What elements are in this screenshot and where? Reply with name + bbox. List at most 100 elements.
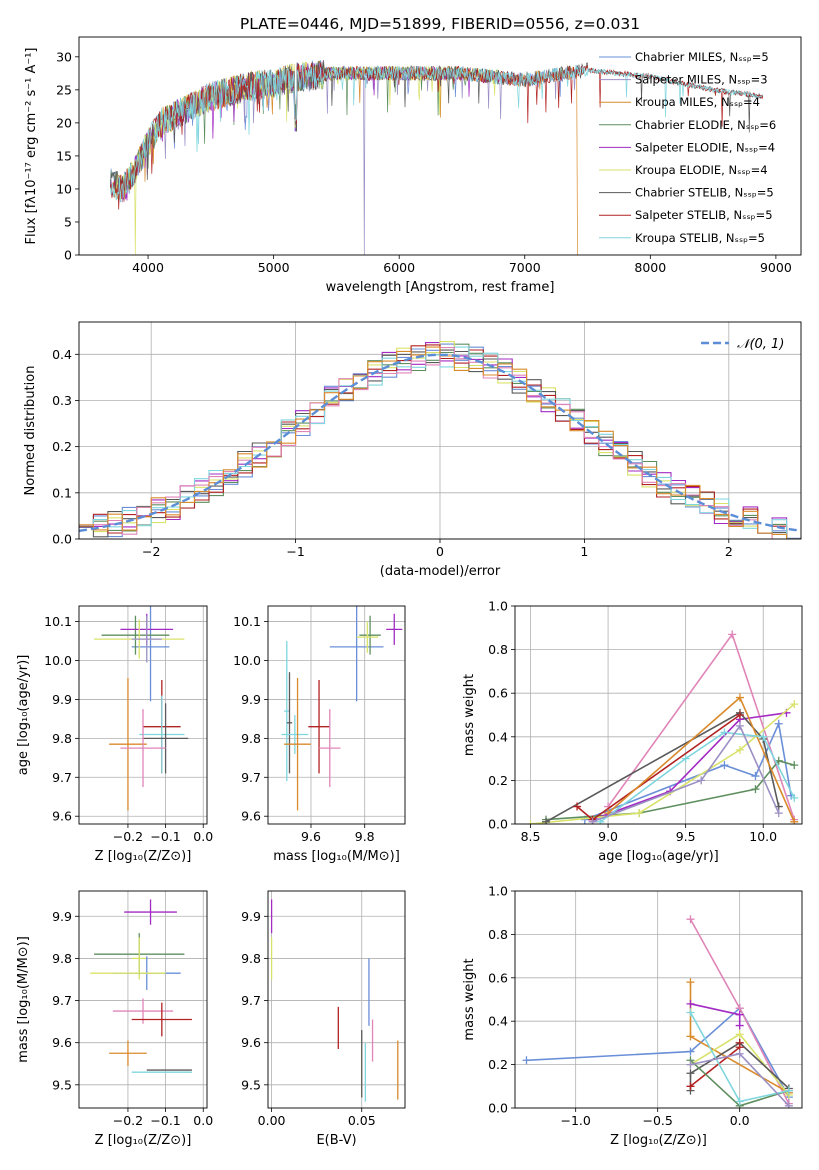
weight-point-marker (526, 820, 535, 824)
spectrum-ytick-label: 5 (64, 214, 72, 229)
mass-vs-EBV-xtick-label: 0.00 (258, 1113, 286, 1128)
weight-series-line (530, 703, 795, 824)
mass-vs-Z-ylabel: mass [log₁₀(M/M⊙)] (16, 936, 31, 1063)
weight-vs-age-plot-area (526, 630, 799, 824)
age-vs-Z-ytick-label: 9.7 (52, 770, 72, 785)
spectrum-ytick-label: 25 (56, 82, 72, 97)
weight-vs-Z-plot-area (522, 915, 793, 1108)
weight-point-marker (790, 700, 799, 709)
mass-vs-Z-ytick-label: 9.9 (52, 909, 72, 924)
residuals-ylabel: Normed distribution (23, 366, 38, 496)
legend-label: Kroupa ELODIE, Nₛₛₚ=4 (635, 163, 768, 177)
mass-vs-EBV-xtick-label: 0.05 (348, 1113, 376, 1128)
age-vs-Z-plot-area (94, 606, 189, 811)
weight-vs-age-xlabel: age [log₁₀(age/yr)] (598, 849, 719, 864)
weight-point-marker (720, 728, 729, 737)
legend-label: Salpeter STELIB, Nₛₛₚ=5 (635, 208, 773, 222)
residuals-xtick-label: 1 (580, 544, 588, 559)
spectrum-axes: 4000 5000 6000 7000 8000 9000 0 5 10 15 20 25 30 wave… (24, 36, 802, 295)
weight-vs-Z-xlabel: Z [log₁₀(Z/Z⊙)] (610, 1133, 707, 1148)
weight-point-marker (759, 732, 768, 741)
weight-vs-Z-ytick-label: 0.8 (488, 927, 508, 942)
residuals-ytick-label: 0.2 (52, 439, 72, 454)
residuals-ytick-label: 0.0 (52, 532, 72, 547)
spectrum-series-line (110, 60, 578, 200)
age-vs-Z-xtick-label: −0.2 (113, 829, 143, 844)
spectrum-xtick-label: 9000 (760, 260, 792, 275)
mass-vs-Z-plot-area (90, 899, 192, 1073)
weight-point-marker (774, 719, 783, 728)
legend-label: Chabrier STELIB, Nₛₛₚ=5 (635, 186, 774, 200)
weight-point-marker (735, 1038, 744, 1047)
age-vs-mass-xtick-label: 9.8 (355, 829, 375, 844)
weight-vs-age-ytick-label: 0.6 (488, 686, 508, 701)
weight-point-marker (735, 1097, 744, 1106)
weight-point-marker (790, 817, 799, 824)
residuals-plot-area (79, 341, 801, 539)
weight-vs-age-ytick-label: 0.4 (488, 729, 508, 744)
mass-vs-Z-ytick-label: 9.5 (52, 1077, 72, 1092)
mass-vs-Z-xtick-label: 0.0 (193, 1113, 213, 1128)
weight-series-line (592, 724, 780, 823)
weight-point-marker (681, 754, 690, 763)
weight-vs-Z-xtick-label: −1.0 (561, 1113, 591, 1128)
weight-point-marker (728, 630, 737, 639)
weight-point-marker (774, 809, 783, 818)
age-vs-mass-ytick-label: 9.8 (241, 731, 261, 746)
mass-vs-EBV-ytick-label: 9.5 (241, 1077, 261, 1092)
mass-vs-EBV-ytick-label: 9.8 (241, 951, 261, 966)
weight-point-marker (573, 802, 582, 811)
age-vs-Z-xtick-label: 0.0 (193, 829, 213, 844)
weight-vs-age-frame (514, 605, 803, 825)
charts-layer: 4000 5000 6000 7000 8000 9000051015202530wave… (16, 36, 803, 1148)
spectrum-ytick-label: 30 (56, 49, 72, 64)
weight-vs-Z-ytick-label: 0.2 (488, 1057, 508, 1072)
age-vs-Z-ytick-label: 9.9 (52, 692, 72, 707)
weight-point-marker (735, 745, 744, 754)
weight-point-marker (735, 1021, 744, 1030)
age-vs-Z-ytick-label: 9.8 (52, 731, 72, 746)
mass-vs-Z-frame (78, 890, 208, 1109)
weight-point-marker (686, 1008, 695, 1017)
weight-point-marker (522, 1056, 531, 1065)
mass-vs-Z-ytick-label: 9.7 (52, 993, 72, 1008)
spectrum-ylabel: Flux [fλ10⁻¹⁷ erg cm⁻² s⁻¹ A⁻¹] (24, 48, 39, 245)
residuals-xtick-label: 2 (725, 544, 733, 559)
mass-vs-EBV-ytick-label: 9.9 (241, 909, 261, 924)
mass-vs-Z-xtick-label: −0.2 (113, 1113, 143, 1128)
weight-vs-Z-ytick-label: 0.0 (488, 1101, 508, 1116)
spectrum-xlabel: wavelength [Angstrom, rest frame] (326, 280, 555, 295)
legend-label: Chabrier MILES, Nₛₛₚ=5 (635, 50, 769, 64)
age-vs-Z-ylabel: age [log₁₀(age/yr)] (16, 655, 31, 776)
weight-vs-age-xtick-label: 8.5 (521, 829, 541, 844)
legend-label: Salpeter ELODIE, Nₛₛₚ=4 (635, 140, 775, 154)
weight-point-marker (542, 817, 551, 824)
spectrum-frame (78, 36, 802, 256)
residuals-frame (78, 321, 802, 540)
normal-reference-curve (79, 353, 801, 533)
weight-vs-age-ylabel: mass weight (462, 674, 477, 756)
weight-vs-Z-xtick-label: −0.5 (643, 1113, 673, 1128)
residuals-xtick-label: −2 (142, 544, 160, 559)
weight-point-marker (686, 915, 695, 924)
age-vs-Z-ytick-label: 9.6 (52, 809, 72, 824)
spectrum-series-line (110, 64, 578, 255)
mass-vs-Z-xlabel: Z [log₁₀(Z/Z⊙)] (95, 1133, 192, 1148)
age-vs-Z-frame (78, 605, 208, 825)
spectrum-xtick-label: 8000 (634, 260, 666, 275)
spectrum-xtick-label: 7000 (509, 260, 541, 275)
residuals-xlabel: (data-model)/error (380, 564, 501, 579)
legend-label: Chabrier ELODIE, Nₛₛₚ=6 (635, 118, 776, 132)
legend-label: Salpeter MILES, Nₛₛₚ=3 (635, 73, 768, 87)
spectrum-xtick-label: 6000 (383, 260, 415, 275)
mass-vs-EBV-ytick-label: 9.7 (241, 993, 261, 1008)
age-vs-mass-xlabel: mass [log₁₀(M/M⊙)] (273, 849, 400, 864)
weight-point-marker (790, 761, 799, 770)
mass-vs-Z-xtick-label: −0.1 (150, 1113, 180, 1128)
weight-series-line (545, 711, 780, 823)
weight-vs-Z-ytick-label: 0.6 (488, 970, 508, 985)
residuals-ytick-label: 0.1 (52, 485, 72, 500)
spectrum-ytick-label: 0 (64, 248, 72, 263)
weight-point-marker (735, 1010, 744, 1019)
